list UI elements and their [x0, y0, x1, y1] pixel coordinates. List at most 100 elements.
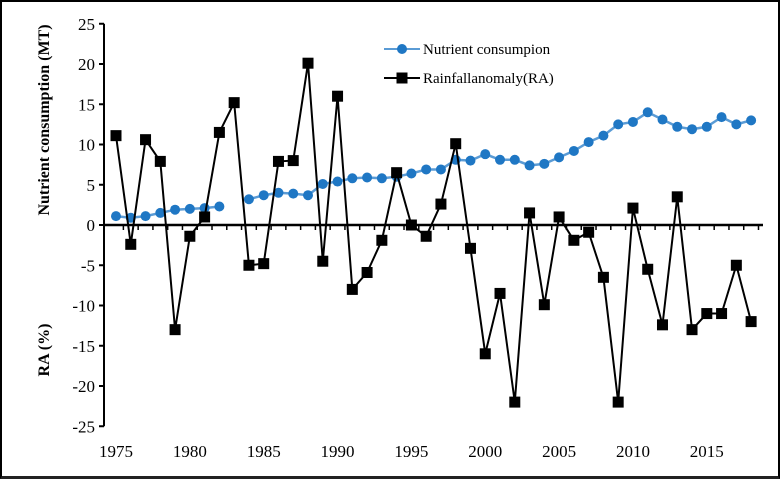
data-point — [140, 134, 152, 146]
data-point — [346, 283, 358, 295]
legend-marker — [396, 72, 408, 84]
data-point — [613, 119, 624, 130]
data-point — [332, 90, 344, 102]
x-tick-label: 2000 — [468, 442, 502, 461]
data-point — [303, 190, 314, 201]
data-point — [317, 178, 328, 189]
data-point — [479, 348, 491, 360]
y-tick-label: -10 — [72, 297, 95, 316]
data-point — [332, 176, 343, 187]
series-layer — [110, 57, 757, 408]
data-point — [524, 207, 536, 219]
x-tick-label: 1980 — [173, 442, 207, 461]
data-point — [288, 188, 299, 199]
data-point — [243, 259, 255, 271]
data-point — [731, 119, 742, 130]
data-point — [273, 187, 284, 198]
data-point — [347, 173, 358, 184]
data-point — [361, 266, 373, 278]
data-point — [583, 226, 595, 238]
y-tick-label: 10 — [78, 136, 95, 155]
data-point — [302, 57, 314, 69]
data-point — [568, 145, 579, 156]
series-line — [115, 63, 753, 403]
data-point — [406, 168, 417, 179]
data-point — [155, 207, 166, 218]
series-nutrient-consumption — [111, 107, 757, 223]
data-point — [258, 258, 270, 270]
data-point — [125, 238, 137, 250]
data-point — [687, 124, 698, 135]
data-point — [657, 114, 668, 125]
data-point — [213, 126, 225, 138]
data-point — [243, 194, 254, 205]
data-point — [199, 211, 211, 223]
y-tick-label: -15 — [72, 337, 95, 356]
data-point — [554, 152, 565, 163]
x-tick-label: 1995 — [394, 442, 428, 461]
data-point — [538, 299, 550, 311]
data-point — [362, 172, 373, 183]
data-point — [598, 130, 609, 141]
data-point — [154, 155, 166, 167]
data-point — [435, 164, 446, 175]
y-tick-label: 15 — [78, 95, 95, 114]
data-point — [524, 160, 535, 171]
x-tick-label: 1990 — [321, 442, 355, 461]
data-point — [465, 155, 476, 166]
legend: Nutrient consumpion Rainfallanomaly(RA) — [384, 42, 554, 87]
data-point — [464, 242, 476, 254]
data-point — [746, 115, 757, 126]
data-point — [671, 191, 683, 203]
data-point — [376, 234, 388, 246]
data-point — [553, 211, 565, 223]
data-point — [140, 211, 151, 222]
y-tick-label: -5 — [81, 256, 95, 275]
data-point — [480, 149, 491, 160]
data-point — [272, 155, 284, 167]
data-point — [730, 259, 742, 271]
x-tick-label: 2005 — [542, 442, 576, 461]
series-rainfall-anomaly — [110, 57, 757, 408]
data-point — [405, 219, 417, 231]
y-tick-label: 0 — [87, 216, 96, 235]
y-axis-label-upper: Nutrient consumption (MT) — [36, 24, 53, 215]
y-tick-label: -20 — [72, 377, 95, 396]
data-point — [228, 97, 240, 109]
data-point — [701, 121, 712, 132]
data-point — [421, 164, 432, 175]
data-point — [391, 167, 403, 179]
y-tick-label: -25 — [72, 417, 95, 436]
data-point — [287, 155, 299, 167]
legend-item: Nutrient consumpion — [384, 42, 551, 58]
data-point — [583, 137, 594, 148]
data-point — [214, 201, 225, 212]
data-point — [672, 121, 683, 132]
data-point — [169, 324, 181, 336]
y-tick-label: 5 — [87, 176, 96, 195]
data-point — [509, 154, 520, 165]
x-tick-label: 1975 — [99, 442, 133, 461]
data-point — [435, 198, 447, 210]
data-point — [258, 190, 269, 201]
data-point — [184, 203, 195, 214]
data-point — [494, 287, 506, 299]
data-point — [110, 130, 122, 142]
data-point — [568, 234, 580, 246]
x-tick-label: 2015 — [690, 442, 724, 461]
data-point — [509, 396, 521, 408]
legend-label: Nutrient consumpion — [423, 42, 551, 58]
legend-item: Rainfallanomaly(RA) — [384, 71, 554, 87]
data-point — [627, 116, 638, 127]
y-tick-label: 25 — [78, 15, 95, 34]
data-point — [642, 263, 654, 275]
data-point — [317, 255, 329, 267]
data-point — [170, 204, 181, 215]
data-point — [376, 173, 387, 184]
data-point — [686, 324, 698, 336]
legend-marker — [397, 44, 407, 54]
data-point — [597, 271, 609, 283]
